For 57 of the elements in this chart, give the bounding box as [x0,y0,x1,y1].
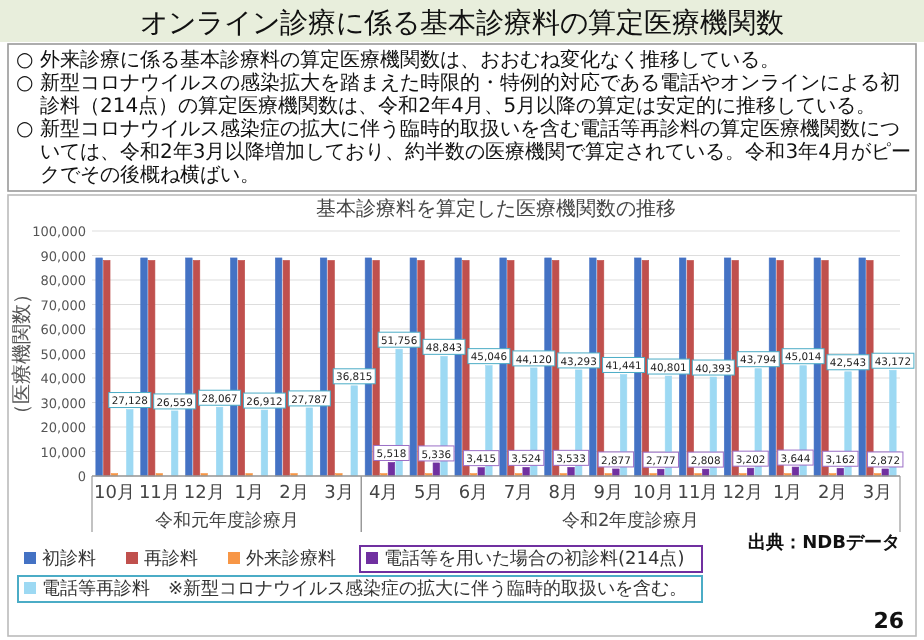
legend-label: 再診料 [144,548,198,570]
x-tick-label: 5月 [413,484,444,504]
chart-title: オンライン診療に係る基本診療料の算定医療機関数 [140,8,784,40]
text: ○ 新型コロナウイルスの感染拡大を踏まえた時限的・特例的対応である電話やオンラインによる初診料（214点）の算定医療機関数は、令和2年4月、5月以降の算定は安定的に推移している。 [16,71,900,118]
bar [327,260,335,477]
legend-label: 初診料 [42,548,96,570]
bar [432,462,440,477]
bar [260,409,269,477]
text: ○ 外来診療に係る基本診療料の算定医療機関数は、おおむね変化なく推移している。 [16,48,780,72]
bar [477,467,485,477]
bar [305,407,313,477]
x-tick-label: 6月 [458,484,489,504]
x-tick-label: 1月 [234,484,264,504]
x-tick-label: 9月 [593,484,623,504]
text: ○ 新型コロナウイルス感染症の拡大に伴う臨時的取扱いを含む電話等再診料の算定医療機関数については、令和2年3月以降増加しており、約半数の医療機関で算定されている。令和3年4月がピークでその後概ね横ばい。 [16,117,911,187]
bar [237,260,245,477]
x-tick-label: 4月 [369,484,399,504]
bar [522,467,530,477]
text: 令和元年度診療月 [154,510,299,532]
bar [791,466,800,477]
bar [282,260,290,477]
legend-label: 電話等を用いた場合の初診料(214点) [384,548,685,570]
text: 令和2年度診療月 [561,510,700,532]
x-tick-label: 7月 [503,484,534,504]
x-tick-label: 11月 [138,484,180,504]
bar [103,260,111,477]
source-note: 出典：NDBデータ [748,532,900,554]
bar [171,410,179,477]
bar [657,468,665,477]
bar [836,467,844,477]
x-tick-label: 3月 [324,484,354,504]
bar [881,468,889,477]
bar [216,406,224,477]
text: 26 [873,608,905,634]
x-tick-label: 12月 [183,484,225,504]
bar [95,257,103,477]
x-tick-label: 12月 [722,484,764,504]
bar [612,468,620,477]
x-tick-label: 8月 [548,484,579,504]
bar [702,468,710,477]
x-tick-label: 2月 [817,484,848,504]
x-tick-label: 10月 [93,484,135,504]
x-tick-label: 11月 [677,484,719,504]
bar [192,260,201,477]
legend-label: 外来診療料 [246,548,336,570]
bar [126,409,134,477]
y-axis-title: （医療機関数） [10,283,34,424]
bar [148,260,156,477]
x-tick-label: 2月 [279,484,309,504]
chart-subtitle: 基本診療料を算定した医療機関数の推移 [316,197,676,221]
x-tick-label: 3月 [862,484,893,504]
x-tick-label: 1月 [773,484,803,504]
bar [387,462,396,477]
bar [567,467,575,477]
bar [350,385,358,477]
legend-label: 電話等再診料 ※新型コロナウイルス感染症の拡大に伴う臨時的取扱いを含む。 [42,578,688,600]
x-tick-label: 10月 [632,484,674,504]
